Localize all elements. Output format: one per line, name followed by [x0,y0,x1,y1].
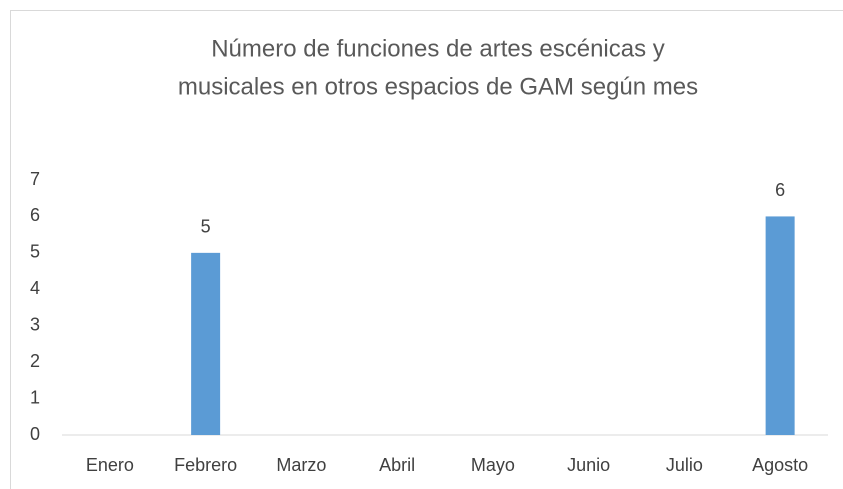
x-tick-label: Julio [666,455,703,475]
y-tick-label: 5 [30,242,40,262]
x-tick-label: Enero [86,455,134,475]
x-tick-label: Mayo [471,455,515,475]
bar [191,252,221,435]
y-tick-label: 0 [30,424,40,444]
y-tick-label: 3 [30,314,40,334]
bar [765,216,795,435]
chart-title: Número de funciones de artes escénicas y [211,35,665,62]
data-label: 6 [775,180,785,200]
chart-frame [10,10,843,489]
y-tick-label: 6 [30,205,40,225]
x-tick-label: Abril [379,455,415,475]
x-tick-label: Agosto [752,455,808,475]
x-tick-label: Junio [567,455,610,475]
y-tick-label: 4 [30,278,40,298]
y-tick-label: 7 [30,169,40,189]
y-tick-label: 1 [30,387,40,407]
x-tick-label: Febrero [174,455,237,475]
chart-title: musicales en otros espacios de GAM según… [178,73,698,100]
data-label: 5 [201,217,211,237]
y-tick-label: 2 [30,351,40,371]
x-tick-label: Marzo [276,455,326,475]
